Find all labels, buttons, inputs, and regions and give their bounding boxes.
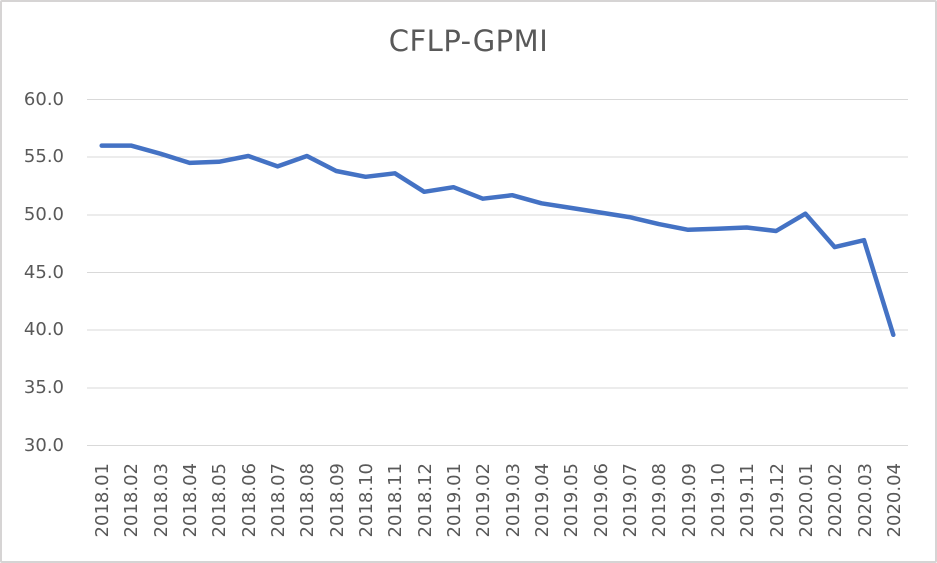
- x-tick-label: 2020.03: [854, 463, 876, 538]
- y-tick-label: 50.0: [23, 203, 64, 225]
- x-tick-label: 2019.02: [473, 463, 495, 538]
- y-tick-label: 30.0: [23, 434, 64, 456]
- x-tick-label: 2018.08: [297, 463, 319, 538]
- x-tick-label: 2018.04: [180, 463, 202, 538]
- x-tick-label: 2018.10: [356, 463, 378, 538]
- y-tick-label: 40.0: [23, 319, 64, 341]
- x-tick-label: 2018.06: [238, 463, 260, 538]
- gridlines-group: [87, 99, 908, 446]
- x-tick-label: 2018.01: [92, 463, 114, 538]
- x-tick-label: 2019.09: [678, 463, 700, 538]
- x-tick-label: 2018.07: [268, 463, 290, 538]
- x-tick-label: 2018.09: [326, 463, 348, 538]
- y-tick-label: 35.0: [23, 376, 64, 398]
- x-tick-label: 2019.11: [737, 463, 759, 538]
- x-tick-label: 2018.03: [150, 463, 172, 538]
- x-tick-label: 2018.02: [121, 463, 143, 538]
- x-tick-label: 2019.05: [561, 463, 583, 538]
- x-tick-label: 2018.05: [209, 463, 231, 538]
- x-tick-label: 2019.10: [707, 463, 729, 538]
- chart-title: CFLP-GPMI: [388, 24, 549, 58]
- x-tick-label: 2018.12: [414, 463, 436, 538]
- y-tick-label: 55.0: [23, 146, 64, 168]
- x-tick-label: 2019.03: [502, 463, 524, 538]
- data-line: [99, 143, 896, 338]
- y-tick-label: 60.0: [23, 88, 64, 110]
- x-tick-label: 2019.12: [766, 463, 788, 538]
- x-tick-label: 2020.01: [795, 463, 817, 538]
- x-tick-label: 2019.08: [649, 463, 671, 538]
- x-tick-label: 2020.04: [883, 463, 905, 538]
- x-tick-label: 2018.11: [385, 463, 407, 538]
- x-tick-label: 2019.01: [444, 463, 466, 538]
- x-tick-label: 2019.04: [531, 463, 553, 538]
- data-series-group: [99, 143, 896, 338]
- x-tick-label: 2020.02: [825, 463, 847, 538]
- y-tick-label: 45.0: [23, 261, 64, 283]
- x-tick-label: 2019.07: [619, 463, 641, 538]
- x-tick-label: 2019.06: [590, 463, 612, 538]
